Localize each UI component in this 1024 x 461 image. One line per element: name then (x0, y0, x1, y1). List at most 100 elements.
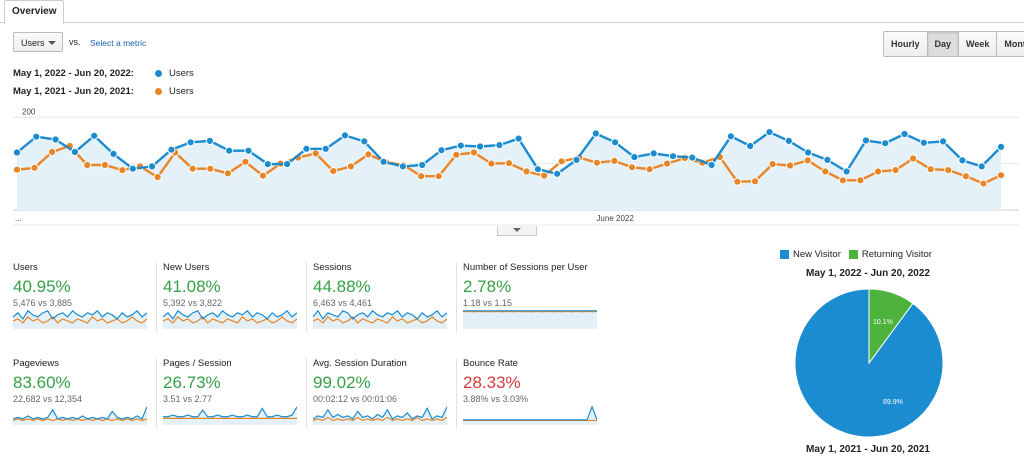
current-users-point[interactable] (340, 131, 350, 140)
current-users-point[interactable] (804, 148, 813, 157)
current-users-point[interactable] (70, 147, 80, 157)
current-users-point[interactable] (533, 165, 543, 174)
scorecard-number-of-sessions-per-user[interactable]: Number of Sessions per User 2.78% 1.18 vs … (463, 262, 608, 344)
current-users-point[interactable] (668, 152, 678, 161)
current-users-point[interactable] (977, 162, 986, 171)
previous-users-point[interactable] (768, 160, 777, 169)
previous-users-point[interactable] (434, 172, 443, 181)
previous-users-point[interactable] (504, 159, 514, 168)
current-users-point[interactable] (109, 149, 118, 159)
previous-users-point[interactable] (838, 176, 848, 185)
current-users-point[interactable] (360, 137, 369, 146)
previous-users-point[interactable] (891, 166, 900, 175)
current-users-point[interactable] (900, 129, 909, 139)
previous-users-point[interactable] (926, 165, 935, 174)
scorecard-pageviews[interactable]: Pageviews 83.60% 22,682 vs 12,354 (13, 358, 158, 440)
current-users-point[interactable] (707, 160, 716, 170)
current-users-point[interactable] (283, 160, 292, 169)
previous-users-point[interactable] (223, 169, 232, 178)
previous-users-point[interactable] (153, 173, 162, 182)
current-users-point[interactable] (128, 164, 137, 173)
hourly-button[interactable]: Hourly (884, 32, 928, 56)
previous-users-point[interactable] (996, 171, 1006, 180)
previous-users-point[interactable] (961, 172, 971, 181)
current-users-point[interactable] (302, 144, 311, 153)
current-users-point[interactable] (398, 162, 407, 171)
metric-dropdown[interactable]: Users (13, 32, 63, 52)
current-users-point[interactable] (514, 134, 523, 143)
current-users-point[interactable] (591, 129, 600, 138)
current-users-point[interactable] (244, 146, 253, 155)
previous-users-point[interactable] (856, 176, 865, 185)
previous-users-point[interactable] (592, 158, 602, 167)
previous-users-point[interactable] (469, 148, 478, 157)
scorecard-pages-session[interactable]: Pages / Session 26.73% 3.51 vs 2.77 (163, 358, 308, 440)
previous-users-point[interactable] (83, 160, 92, 170)
current-users-point[interactable] (784, 136, 793, 146)
current-users-point[interactable] (13, 148, 22, 157)
previous-users-point[interactable] (821, 167, 830, 176)
month-button[interactable]: Month (997, 32, 1024, 56)
current-users-point[interactable] (553, 169, 562, 178)
previous-users-point[interactable] (733, 177, 742, 186)
week-button[interactable]: Week (959, 32, 998, 56)
current-users-point[interactable] (51, 135, 60, 144)
previous-users-point[interactable] (241, 157, 250, 166)
current-users-point[interactable] (263, 160, 272, 169)
current-users-point[interactable] (630, 153, 639, 162)
day-button[interactable]: Day (927, 32, 960, 56)
previous-users-point[interactable] (417, 172, 426, 181)
current-users-point[interactable] (90, 131, 99, 140)
previous-users-point[interactable] (873, 167, 883, 176)
previous-users-point[interactable] (979, 179, 988, 188)
current-users-point[interactable] (996, 142, 1006, 152)
current-users-point[interactable] (456, 141, 465, 150)
current-users-point[interactable] (861, 136, 871, 145)
previous-users-point[interactable] (909, 154, 918, 163)
previous-users-point[interactable] (786, 161, 795, 170)
previous-users-point[interactable] (610, 156, 619, 166)
previous-users-point[interactable] (258, 171, 268, 180)
tab-overview[interactable]: Overview (4, 0, 65, 24)
previous-users-point[interactable] (13, 165, 22, 174)
previous-users-point[interactable] (364, 150, 373, 159)
previous-users-point[interactable] (487, 159, 496, 168)
previous-users-point[interactable] (750, 177, 760, 186)
scorecard-avg-session-duration[interactable]: Avg. Session Duration 99.02% 00:02:12 vs 0… (313, 358, 458, 440)
current-users-point[interactable] (186, 138, 195, 147)
current-users-point[interactable] (765, 128, 774, 137)
current-users-point[interactable] (958, 156, 967, 165)
current-users-point[interactable] (32, 132, 41, 141)
previous-users-point[interactable] (452, 150, 461, 159)
current-users-point[interactable] (919, 138, 928, 147)
current-users-point[interactable] (379, 157, 388, 166)
current-users-point[interactable] (611, 138, 620, 147)
current-users-point[interactable] (842, 167, 851, 176)
current-users-point[interactable] (205, 136, 214, 146)
previous-users-point[interactable] (329, 167, 338, 176)
select-metric-link[interactable]: Select a metric (90, 38, 147, 48)
scorecard-bounce-rate[interactable]: Bounce Rate 28.33% 3.88% vs 3.03% (463, 358, 608, 440)
previous-users-point[interactable] (30, 163, 39, 172)
previous-users-point[interactable] (557, 157, 566, 166)
current-users-point[interactable] (167, 145, 176, 154)
current-users-point[interactable] (437, 146, 446, 155)
scorecard-sessions[interactable]: Sessions 44.88% 6,463 vs 4,461 (313, 262, 458, 344)
scorecard-new-users[interactable]: New Users 41.08% 5,392 vs 3,822 (163, 262, 308, 344)
previous-users-point[interactable] (803, 156, 812, 165)
current-users-point[interactable] (572, 155, 581, 165)
previous-users-point[interactable] (206, 164, 215, 173)
chart-expander[interactable] (497, 226, 537, 236)
pie-slice-returning-visitor[interactable] (868, 288, 914, 365)
current-users-point[interactable] (939, 137, 948, 146)
previous-users-point[interactable] (540, 171, 549, 180)
current-users-point[interactable] (726, 132, 736, 141)
previous-users-point[interactable] (627, 163, 637, 172)
current-users-point[interactable] (418, 160, 427, 170)
previous-users-point[interactable] (346, 162, 355, 171)
current-users-point[interactable] (881, 139, 890, 148)
previous-users-point[interactable] (944, 166, 953, 175)
previous-users-point[interactable] (118, 166, 127, 175)
current-users-point[interactable] (476, 142, 485, 151)
previous-users-point[interactable] (645, 165, 654, 174)
